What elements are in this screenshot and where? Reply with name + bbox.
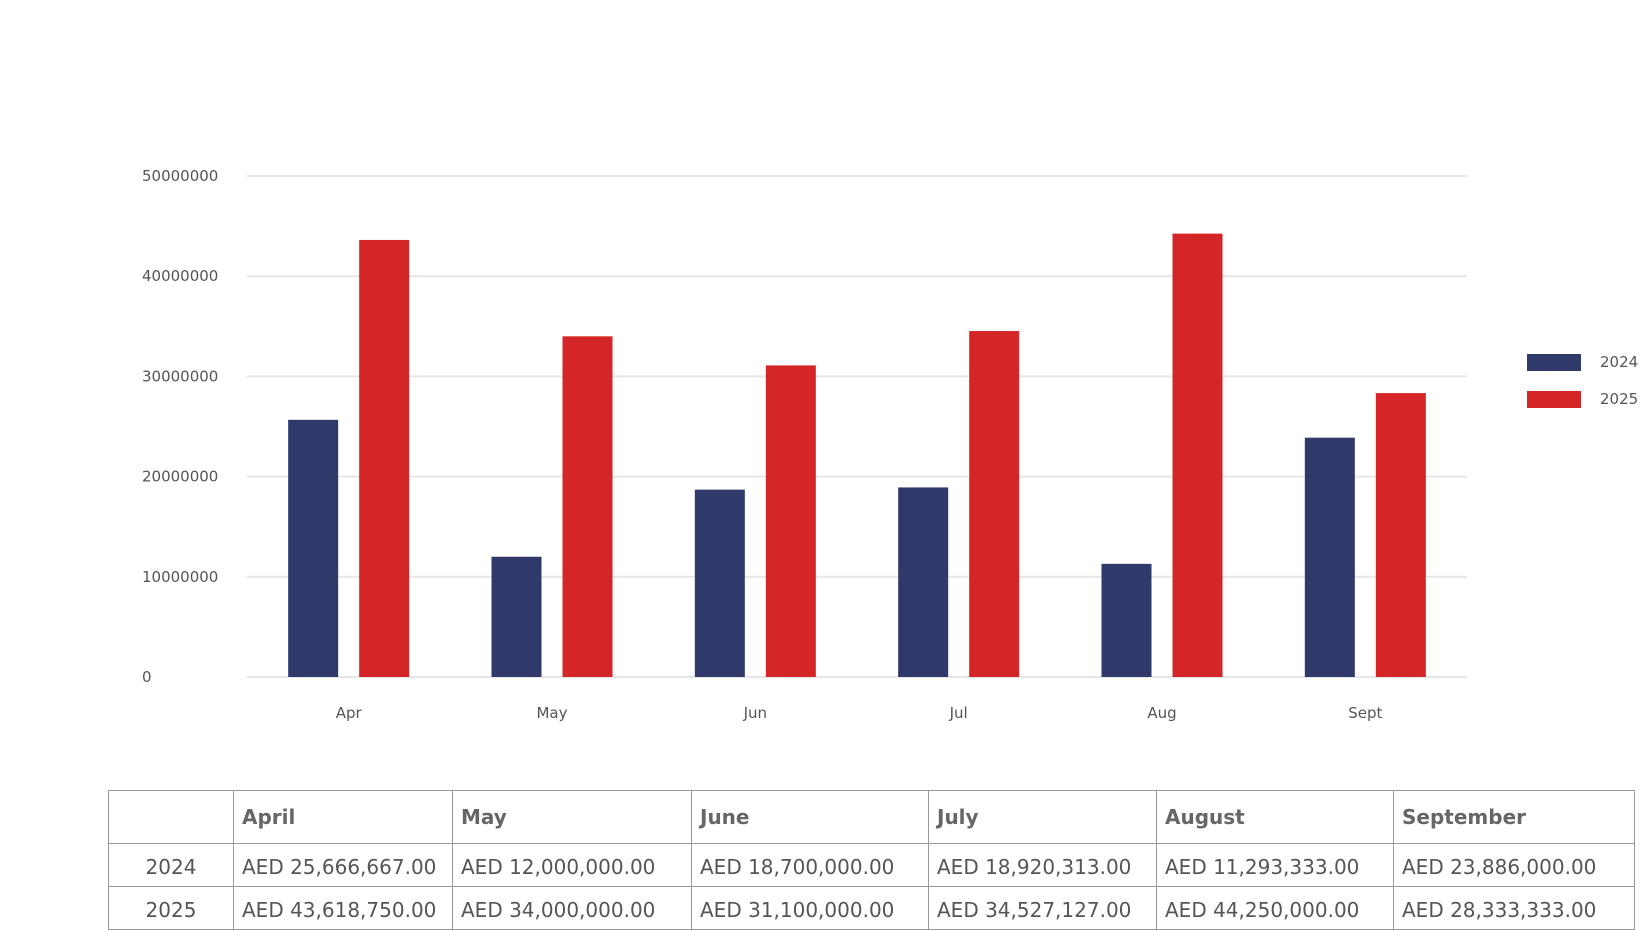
legend-item-2024: 2024 [1527, 353, 1638, 371]
value-cell: AED 34,000,000.00 [452, 886, 692, 930]
header-cell: May [452, 790, 692, 844]
value-cell: AED 18,700,000.00 [691, 843, 929, 887]
y-tick-label: 20000000 [142, 468, 218, 486]
x-tick-label: May [536, 704, 567, 722]
value-cell: AED 23,886,000.00 [1393, 843, 1635, 887]
bar-2025-jun [765, 365, 816, 677]
value-cell: AED 12,000,000.00 [452, 843, 692, 887]
data-table: April May June July August September 202… [108, 790, 1635, 930]
header-cell: June [691, 790, 929, 844]
value-cell: AED 28,333,333.00 [1393, 886, 1635, 930]
value-cell: AED 34,527,127.00 [928, 886, 1157, 930]
y-tick-label: 30000000 [142, 367, 218, 385]
bar-2024-may [491, 556, 542, 677]
legend-swatch-2024 [1527, 353, 1581, 371]
header-cell: July [928, 790, 1157, 844]
value-cell: AED 25,666,667.00 [233, 843, 453, 887]
value-cell: AED 11,293,333.00 [1156, 843, 1394, 887]
table-header-row: April May June July August September [108, 790, 1635, 844]
header-cell: September [1393, 790, 1635, 844]
table-row: 2024 AED 25,666,667.00 AED 12,000,000.00… [108, 843, 1635, 887]
x-tick-label: Aug [1147, 704, 1176, 722]
value-cell: AED 43,618,750.00 [233, 886, 453, 930]
legend-swatch-2025 [1527, 390, 1581, 408]
bar-2024-jul [898, 487, 949, 677]
bar-2024-jun [694, 489, 745, 677]
year-cell: 2024 [108, 843, 234, 887]
value-cell: AED 31,100,000.00 [691, 886, 929, 930]
legend-label-2024: 2024 [1600, 353, 1639, 371]
x-tick-label: Jun [743, 704, 767, 722]
y-tick-label: 0 [142, 668, 152, 686]
value-cell: AED 18,920,313.00 [928, 843, 1157, 887]
bar-chart: 0 10000000 20000000 30000000 40000000 5000000… [142, 167, 1467, 722]
bar-2025-sept [1375, 393, 1426, 677]
bar-2025-may [562, 336, 613, 677]
y-tick-label: 10000000 [142, 568, 218, 586]
x-tick-label: Sept [1348, 704, 1382, 722]
bar-2025-aug [1172, 233, 1223, 678]
y-tick-label: 40000000 [142, 267, 218, 285]
bar-2025-jul [969, 331, 1020, 677]
header-cell [108, 790, 234, 844]
header-cell: August [1156, 790, 1394, 844]
y-tick-label: 50000000 [142, 167, 218, 185]
bar-2024-apr [288, 419, 339, 677]
x-tick-label: Jul [949, 704, 968, 722]
legend-label-2025: 2025 [1600, 390, 1639, 408]
bar-2024-aug [1101, 563, 1152, 677]
value-cell: AED 44,250,000.00 [1156, 886, 1394, 930]
table-row: 2025 AED 43,618,750.00 AED 34,000,000.00… [108, 886, 1635, 930]
header-cell: April [233, 790, 453, 844]
x-tick-label: Apr [336, 704, 363, 722]
legend-item-2025: 2025 [1527, 390, 1638, 408]
year-cell: 2025 [108, 886, 234, 930]
bar-2025-apr [359, 239, 410, 677]
bar-2024-sept [1304, 437, 1355, 677]
